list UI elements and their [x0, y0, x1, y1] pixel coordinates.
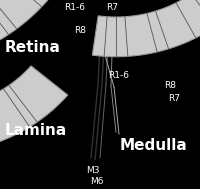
Text: Retina: Retina: [5, 40, 61, 55]
Text: Medulla: Medulla: [120, 138, 188, 153]
Text: R7: R7: [168, 94, 180, 103]
Text: R8: R8: [74, 26, 86, 35]
Polygon shape: [0, 0, 74, 43]
Text: M3: M3: [86, 166, 100, 175]
Text: R7: R7: [106, 3, 118, 12]
Text: R8: R8: [164, 81, 176, 90]
Text: R1-6: R1-6: [64, 3, 85, 12]
Text: M6: M6: [90, 177, 104, 186]
Polygon shape: [0, 66, 68, 149]
Text: R1-6: R1-6: [108, 71, 129, 80]
Polygon shape: [92, 0, 200, 57]
Text: Lamina: Lamina: [5, 123, 67, 138]
